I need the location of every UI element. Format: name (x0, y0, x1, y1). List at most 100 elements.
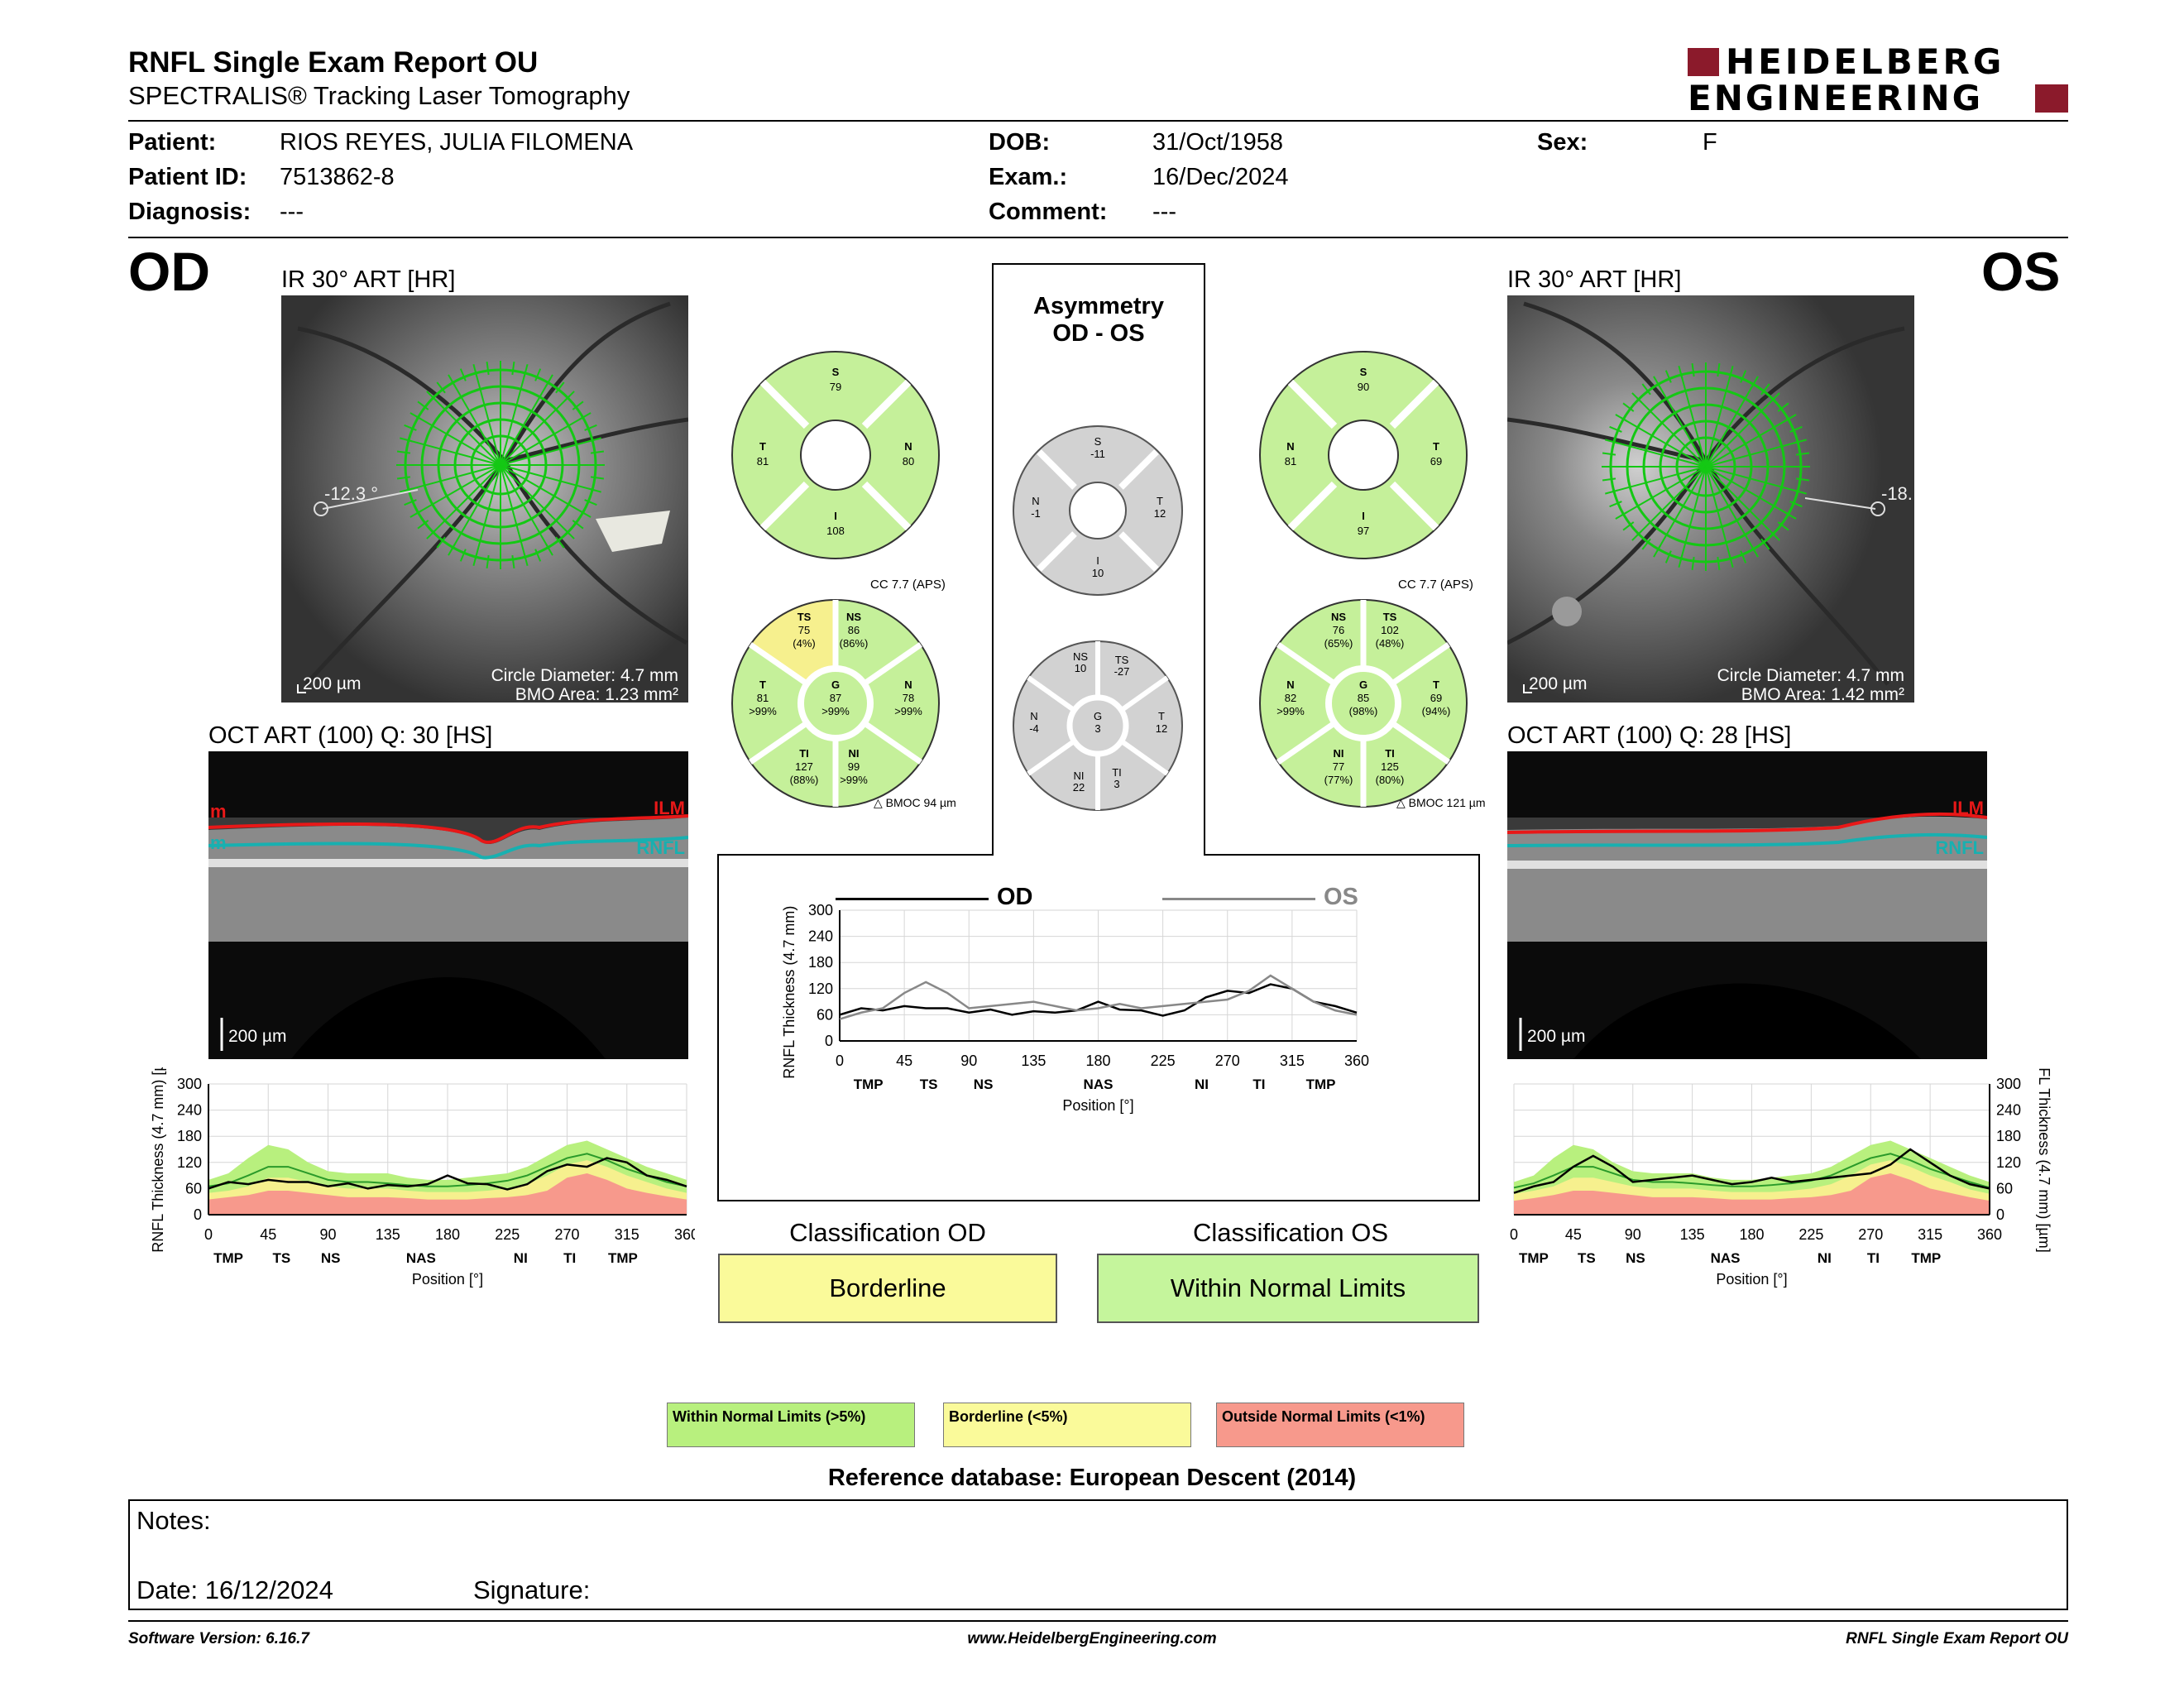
scan-spoke (1621, 466, 1707, 516)
os-ir-scale: 200 µm (1529, 674, 1587, 693)
od-s-ti-value: 127 (795, 760, 813, 773)
scan-spoke (1636, 396, 1707, 468)
os-ir-image[interactable]: -18. 200 µm Circle Diameter: 4.7 mm BMO … (1507, 295, 1914, 703)
os-thickness-chart: 300 240 180 120 60 0 0 45 90 135 180 225 270 315 360 TM… (1510, 1067, 2052, 1288)
od-s-ti-pct: (88%) (790, 774, 819, 786)
scan-tick (555, 381, 565, 394)
scan-tick (426, 391, 437, 401)
scan-tick (1622, 402, 1635, 412)
scan-spoke (1656, 381, 1707, 468)
scan-tick (1615, 414, 1628, 422)
scan-tick (1770, 530, 1780, 541)
scan-tick (1760, 383, 1770, 396)
x-tick-label: 270 (1858, 1226, 1883, 1243)
svg-text:m: m (210, 801, 227, 822)
scan-tick (1784, 414, 1797, 422)
region-label: TI (1867, 1250, 1880, 1266)
os-bmoc: △ BMOC 121 µm (1396, 796, 1486, 809)
footer-website[interactable]: www.HeidelbergEngineering.com (967, 1630, 1217, 1647)
os-q-n-value: 81 (1285, 455, 1296, 468)
od-s-t-pct: >99% (749, 705, 777, 717)
od-s-ns-pct: (86%) (840, 637, 869, 650)
heidelberg-logo: HEIDELBERG ENGINEERING (1688, 45, 2068, 116)
scan-spoke (1705, 396, 1776, 468)
x-tick-label: 0 (1510, 1226, 1518, 1243)
od-q-n: N (904, 440, 912, 453)
x-tick-label: 90 (1625, 1226, 1641, 1243)
scan-spoke (500, 464, 550, 550)
scan-spoke (405, 439, 501, 466)
region-label: TS (272, 1250, 290, 1266)
scan-tick (1678, 366, 1684, 380)
series-line-measured (208, 1157, 687, 1191)
od-oct-image[interactable]: m m ILM RNFL 200 µm (208, 751, 688, 1059)
scan-tick (486, 361, 490, 376)
scan-spoke (430, 395, 501, 466)
region-label: NI (1195, 1077, 1209, 1092)
asym-s-ti: TI (1112, 766, 1122, 779)
os-s-ni: NI (1334, 747, 1344, 760)
od-q-i-value: 108 (826, 525, 845, 537)
scan-spoke (1656, 466, 1707, 552)
scan-tick (1609, 501, 1622, 508)
legend-borderline: Borderline (<5%) (943, 1403, 1191, 1447)
x-tick-label: 45 (896, 1053, 912, 1069)
scan-tick (523, 364, 529, 378)
scan-spoke (430, 464, 501, 535)
od-s-t: T (759, 679, 766, 691)
scan-tick (1641, 538, 1651, 550)
asym-s-ts-value: -27 (1114, 665, 1130, 678)
scan-spoke (1679, 466, 1707, 562)
patient-label: Patient: (128, 129, 217, 156)
scan-tick (590, 476, 605, 480)
scan-tick (1795, 477, 1810, 482)
od-s-ni-value: 99 (848, 760, 860, 773)
x-tick-label: 180 (1085, 1053, 1110, 1069)
os-s-ni-pct: (77%) (1324, 774, 1353, 786)
notes-box[interactable]: Notes: Date: 16/12/2024 Signature: (128, 1499, 2068, 1610)
os-chart-group: 300 240 180 120 60 0 0 45 90 135 180 225 270 315 360 TM… (1510, 1067, 2052, 1288)
scan-spoke (1705, 466, 1791, 516)
y-tick-label: 180 (1996, 1128, 2021, 1144)
scan-tick (590, 450, 605, 454)
od-ir-image[interactable]: -12.3 ° 200 µm Circle Diameter: 4.7 mm B… (281, 295, 688, 703)
scan-tick (1789, 501, 1803, 508)
scan-spoke (1636, 466, 1707, 537)
os-q-n: N (1286, 440, 1294, 453)
scan-tick (1691, 362, 1695, 377)
scan-tick (459, 549, 467, 562)
scan-spoke (1705, 466, 1776, 537)
scan-tick (1602, 477, 1616, 482)
asym-s-t: T (1158, 710, 1165, 722)
region-label: NS (321, 1250, 341, 1266)
sex-label: Sex: (1537, 129, 1588, 156)
scan-tick (1664, 370, 1672, 383)
od-s-ns-value: 86 (848, 624, 860, 636)
od-ir-scale: 200 µm (303, 674, 361, 693)
scan-tick (410, 412, 423, 420)
exam-value: 16/Dec/2024 (1152, 164, 1289, 190)
os-oct-image[interactable]: ILM RNFL 200 µm (1507, 751, 1987, 1059)
scan-tick (564, 391, 575, 401)
os-oct-title: OCT ART (100) Q: 28 [HS] (1507, 722, 1792, 749)
os-s-ns: NS (1331, 611, 1346, 623)
od-s-g-pct: >99% (821, 705, 850, 717)
comment-label: Comment: (989, 199, 1108, 225)
od-s-g-value: 87 (830, 692, 841, 704)
scan-spoke (1705, 372, 1732, 468)
y-tick-label: 60 (1996, 1180, 2013, 1196)
y-axis-label: RNFL Thickness (4.7 mm) [µm] (2036, 1067, 2052, 1253)
x-tick-label: 225 (1798, 1226, 1823, 1243)
os-q-i-value: 97 (1358, 525, 1369, 537)
scan-tick (1717, 556, 1721, 571)
asym-s-g: G (1094, 710, 1102, 722)
scan-tick (1751, 376, 1759, 389)
od-q-n-value: 80 (903, 455, 914, 468)
scan-tick (511, 361, 515, 376)
os-bmoc-text: BMOC 121 µm (1408, 796, 1486, 809)
od-oct-title: OCT ART (100) Q: 30 [HS] (208, 722, 493, 749)
y-tick-label: 240 (808, 928, 833, 945)
od-q-t-value: 81 (757, 455, 769, 468)
x-tick-label: 270 (1215, 1053, 1240, 1069)
y-tick-label: 180 (808, 954, 833, 971)
